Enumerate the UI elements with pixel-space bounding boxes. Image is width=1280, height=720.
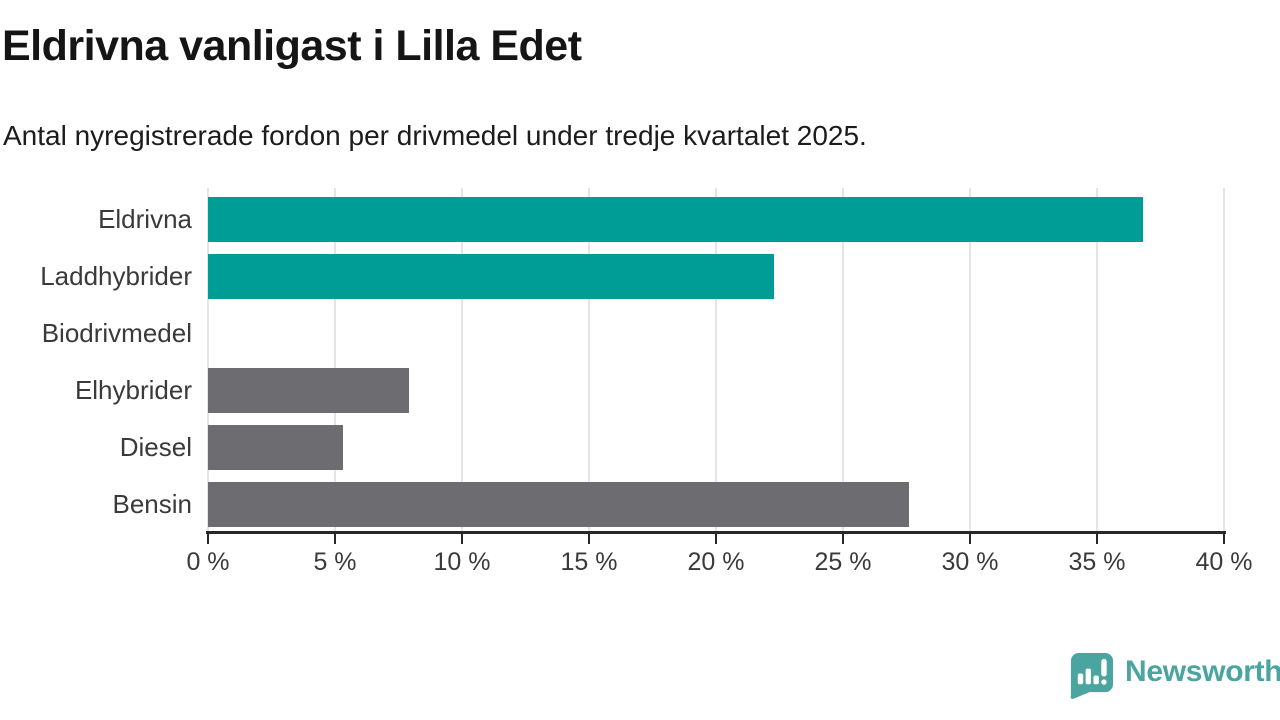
x-tick-label: 0 % [186,548,230,576]
axis-tick [461,531,463,544]
logo-text: Newsworthy [1125,655,1280,688]
category-label: Laddhybrider [40,261,192,291]
x-tick-label: 35 % [1068,548,1126,576]
x-tick-label: 30 % [941,548,999,576]
gridline [588,188,590,531]
gridline [334,188,336,531]
x-tick-label: 15 % [560,548,618,576]
category-label: Bensin [112,489,193,519]
bar-eldrivna [208,197,1143,242]
plot-area [207,188,1225,531]
bar-row [208,425,1224,470]
gridline [1223,188,1225,531]
bar-row [208,311,1224,356]
axis-tick [1223,531,1225,544]
newsworthy-logo: Newsworthy [1068,651,1280,699]
axis-tick [588,531,590,544]
gridline [969,188,971,531]
bar-row [208,368,1224,413]
gridline [461,188,463,531]
bar-row [208,197,1224,242]
category-label: Elhybrider [74,375,192,405]
category-label: Diesel [119,432,192,462]
gridline [1096,188,1098,531]
chart-subtitle: Antal nyregistrerade fordon per drivmede… [3,120,867,151]
chart-title: Eldrivna vanligast i Lilla Edet [2,22,582,70]
x-tick-label: 5 % [313,548,357,576]
x-tick-label: 25 % [814,548,872,576]
bar-row [208,254,1224,299]
axis-tick [207,531,209,544]
gridline [715,188,717,531]
x-tick-label: 10 % [433,548,491,576]
axis-tick [1096,531,1098,544]
bar-chart-speech-bubble-icon [1070,652,1114,699]
axis-tick [715,531,717,544]
bar-bensin [208,482,910,527]
gridline [207,188,209,531]
x-tick-label: 20 % [687,548,745,576]
axis-tick [969,531,971,544]
x-tick-label: 40 % [1195,548,1253,576]
axis-tick [334,531,336,544]
bar-row [208,482,1224,527]
gridline [842,188,844,531]
category-label: Biodrivmedel [41,318,192,348]
bar-elhybrider [208,368,409,413]
category-label: Eldrivna [98,204,192,234]
axis-tick [842,531,844,544]
bar-diesel [208,425,343,470]
bar-laddhybrider [208,254,775,299]
